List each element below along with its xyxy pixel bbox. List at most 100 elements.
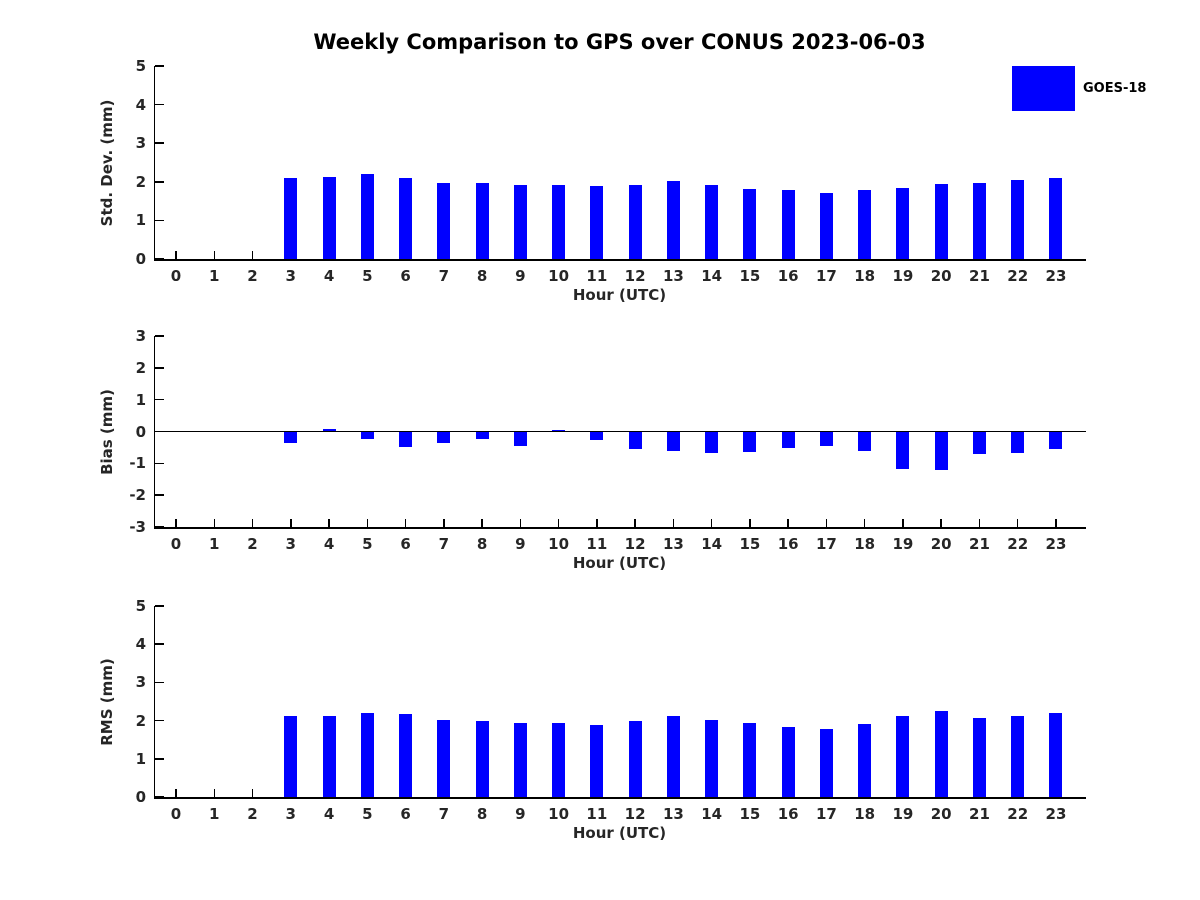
std-dev-bar-hour-5: [360, 174, 374, 259]
std-dev-bar-hour-22: [1011, 180, 1025, 259]
rms-bar-hour-12: [628, 720, 642, 797]
y-tick: [155, 219, 164, 222]
rms-bar-hour-6: [399, 714, 413, 797]
x-tick-label: 4: [323, 535, 335, 553]
x-tick-label: 12: [624, 535, 646, 553]
x-tick-label: 20: [930, 267, 952, 285]
std-dev-bar-hour-20: [934, 184, 948, 259]
x-tick: [863, 519, 866, 527]
legend-color-swatch: [1012, 66, 1075, 111]
y-tick-label: 1: [135, 390, 146, 409]
x-tick-label: 22: [1007, 267, 1029, 285]
bias-bar-hour-13: [666, 431, 680, 452]
rms-bar-hour-20: [934, 710, 948, 797]
y-tick: [155, 758, 164, 760]
y-tick-label: 2: [135, 358, 146, 377]
y-tick-label: 1: [135, 749, 146, 768]
std-dev-bar-hour-6: [399, 177, 413, 259]
bias-panel: Bias (mm) -3 -2 -1 0 1 2 3 0 1 2 3 4 5 6 7 8 9 10 11 12 13 14…: [98, 327, 1086, 572]
x-tick-label: 6: [400, 805, 411, 823]
rms-panel: RMS (mm) 0 1 2 3 4 5 0 1 2 3 4 5 6 7 8 9 10 11 12 13 14 15 16 1…: [98, 597, 1086, 842]
x-tick-label: 18: [854, 805, 876, 823]
x-tick-label: 16: [777, 535, 799, 553]
rms-y-axis-label: RMS (mm): [98, 657, 116, 746]
x-tick: [404, 519, 407, 527]
x-tick-label: 15: [739, 535, 761, 553]
rms-bar-hour-10: [552, 723, 566, 797]
y-tick: [155, 142, 164, 144]
x-tick-label: 6: [400, 535, 411, 553]
x-tick: [749, 519, 751, 527]
y-tick-label: 2: [135, 172, 146, 191]
x-tick-label: 12: [624, 267, 646, 285]
y-tick: [155, 796, 164, 798]
stddev-y-axis-label: Std. Dev. (mm): [98, 99, 116, 226]
bias-bar-hour-12: [628, 431, 642, 449]
y-tick: [155, 719, 164, 722]
y-tick-label: -1: [129, 454, 146, 473]
std-dev-bar-hour-4: [322, 177, 336, 259]
x-tick: [251, 789, 254, 797]
bias-x-axis-label: Hour (UTC): [572, 554, 667, 572]
x-tick: [787, 519, 789, 527]
y-tick: [155, 526, 164, 528]
y-tick-label: 3: [135, 673, 146, 692]
rms-bar-hour-18: [858, 723, 872, 797]
rms-bar-hour-9: [513, 722, 527, 797]
stddev-plot-area: 0 1 2 3 4 5 0 1 2 3 4 5 6 7 8 9 10 11 12 13 14 15 16 17 18 19 20 21…: [136, 57, 1086, 285]
x-tick-label: 14: [701, 535, 723, 553]
y-tick: [155, 335, 164, 337]
rms-bar-hour-7: [437, 720, 451, 797]
x-tick-label: 7: [438, 267, 450, 285]
x-tick-label: 8: [476, 805, 488, 823]
x-tick-label: 14: [701, 267, 723, 285]
x-tick-label: 4: [323, 805, 335, 823]
rms-plot-area: 0 1 2 3 4 5 0 1 2 3 4 5 6 7 8 9 10 11 12 13 14 15 16 17 18 19 20 21…: [136, 597, 1086, 823]
rms-bar-hour-14: [705, 720, 719, 797]
x-tick-label: 13: [662, 267, 684, 285]
std-dev-bar-hour-9: [513, 185, 527, 259]
bias-bar-hour-23: [1049, 431, 1063, 450]
y-tick-label: 5: [135, 57, 146, 75]
x-tick: [175, 251, 177, 259]
x-tick-label: 9: [515, 805, 526, 823]
legend-label: GOES-18: [1083, 81, 1147, 96]
x-tick: [1055, 519, 1057, 527]
bias-plot-area: -3 -2 -1 0 1 2 3 0 1 2 3 4 5 6 7 8 9 10 11 12 13 14 15 16 17 18 19…: [129, 327, 1086, 553]
x-tick-label: 8: [476, 535, 488, 553]
x-tick-label: 21: [969, 805, 990, 823]
y-tick-label: 0: [135, 788, 146, 806]
x-tick: [175, 519, 177, 527]
bias-bar-hour-5: [360, 431, 374, 440]
bias-bar-hour-19: [896, 431, 910, 470]
x-tick-label: 15: [739, 267, 761, 285]
x-tick-label: 22: [1007, 535, 1029, 553]
x-tick-label: 20: [930, 805, 952, 823]
bias-bar-hour-16: [781, 431, 795, 449]
std-dev-bar-hour-23: [1049, 177, 1063, 259]
x-tick-label: 11: [586, 267, 608, 285]
std-dev-bar-hour-19: [896, 187, 910, 259]
x-tick-label: 9: [515, 535, 526, 553]
x-tick-label: 2: [247, 267, 258, 285]
x-tick-label: 11: [586, 805, 608, 823]
rms-bar-hour-17: [819, 729, 833, 797]
x-tick-label: 2: [247, 805, 258, 823]
bias-bar-hour-7: [437, 431, 451, 443]
x-tick: [1016, 519, 1019, 527]
std-dev-bar-hour-12: [628, 185, 642, 259]
y-tick: [155, 494, 164, 496]
rms-bar-hour-21: [972, 717, 986, 797]
x-tick: [290, 519, 292, 527]
stddev-x-axis-label: Hour (UTC): [572, 286, 667, 304]
x-tick-label: 6: [400, 267, 411, 285]
x-tick-label: 19: [892, 805, 914, 823]
y-tick-label: -2: [129, 486, 146, 505]
x-tick-label: 0: [170, 805, 182, 823]
x-tick: [251, 251, 254, 259]
x-tick-label: 13: [662, 805, 684, 823]
bias-bar-hour-22: [1011, 431, 1025, 453]
legend: GOES-18: [1012, 66, 1146, 111]
x-tick: [825, 519, 828, 527]
x-tick: [978, 519, 981, 527]
